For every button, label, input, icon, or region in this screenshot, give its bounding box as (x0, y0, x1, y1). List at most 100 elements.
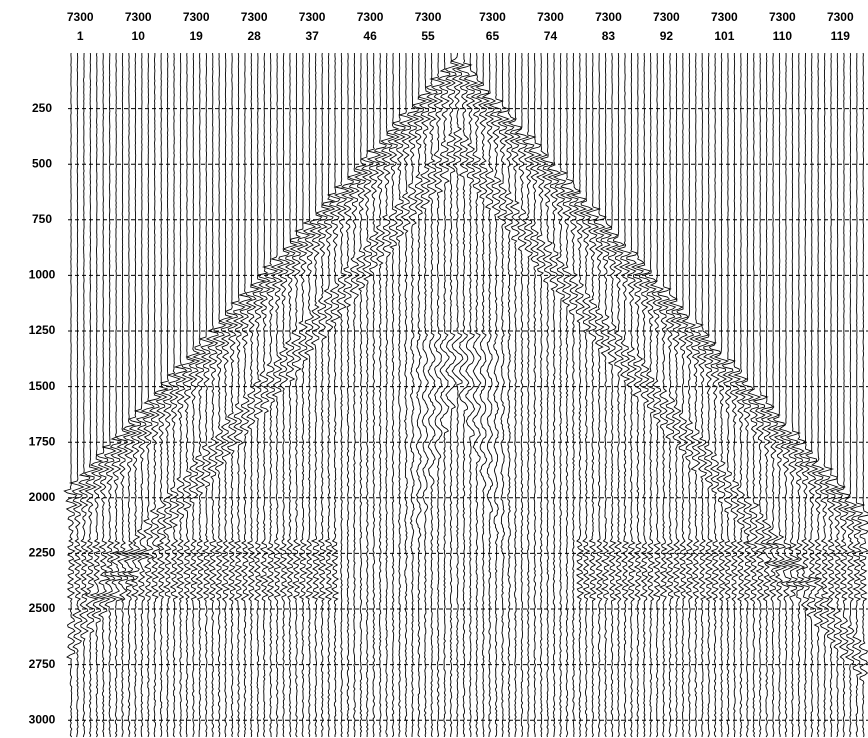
trace-wiggle (670, 53, 683, 737)
trace-wiggle (323, 53, 335, 737)
trace-wiggle (709, 53, 721, 737)
trace-wiggle (812, 53, 824, 737)
trace-wiggle (361, 53, 373, 737)
field-record-label: 7300 (537, 10, 564, 24)
trace-wiggle (278, 53, 289, 737)
trace-number-label: 83 (602, 29, 616, 43)
trace-wiggle (561, 53, 573, 737)
trace-wiggle (413, 53, 426, 737)
trace-wiggle (239, 53, 252, 737)
trace-number-label: 10 (132, 29, 146, 43)
y-tick-label: 2000 (29, 490, 56, 504)
trace-wiggle (645, 53, 656, 737)
trace-wiggle (567, 53, 580, 737)
field-record-label: 7300 (653, 10, 680, 24)
trace-wiggle (381, 53, 394, 737)
field-record-label: 7300 (67, 10, 94, 24)
trace-wiggle (735, 53, 747, 737)
y-tick-label: 2250 (29, 546, 56, 560)
trace-wiggle (226, 53, 237, 737)
trace-wiggle (761, 53, 773, 737)
trace-wiggle (207, 53, 218, 737)
trace-wiggle (310, 53, 322, 737)
trace-number-label: 74 (544, 29, 558, 43)
trace-wiggle (715, 53, 728, 737)
trace-wiggle (605, 53, 618, 737)
grid-layer (68, 109, 868, 721)
trace-wiggle (580, 53, 592, 737)
trace-wiggle (722, 53, 734, 737)
trace-wiggle (355, 53, 367, 737)
y-tick-label: 3000 (29, 712, 56, 726)
trace-number-label: 92 (660, 29, 674, 43)
trace-number-label: 46 (363, 29, 377, 43)
field-record-label: 7300 (415, 10, 442, 24)
trace-wiggle (129, 53, 142, 737)
trace-wiggle (476, 53, 488, 737)
trace-wiggle (729, 53, 740, 737)
trace-wiggle (594, 53, 606, 737)
trace-wiggle (773, 53, 786, 737)
field-record-label: 7300 (357, 10, 384, 24)
trace-wiggle (220, 53, 232, 737)
trace-wiggle (632, 53, 644, 737)
seismic-display: 7300173001073001973002873003773004673005… (0, 0, 868, 738)
y-tick-label: 500 (32, 156, 52, 170)
trace-wiggle (251, 53, 265, 737)
trace-wiggle (296, 53, 310, 737)
trace-number-label: 28 (247, 29, 261, 43)
trace-wiggle (457, 53, 471, 737)
trace-wiggle (587, 53, 600, 737)
trace-wiggle (600, 53, 611, 737)
field-record-label: 7300 (711, 10, 738, 24)
trace-wiggle (102, 53, 115, 737)
trace-wiggle (554, 53, 567, 737)
trace-wiggle (342, 53, 354, 737)
trace-wiggle (154, 53, 168, 737)
trace-wiggle (503, 53, 515, 737)
trace-wiggle (91, 53, 105, 737)
trace-wiggle (109, 53, 123, 737)
trace-wiggle (548, 53, 560, 737)
field-record-label: 7300 (299, 10, 326, 24)
trace-wiggle (141, 53, 154, 737)
trace-wiggle (283, 53, 296, 737)
trace-number-label: 101 (714, 29, 734, 43)
field-record-label: 7300 (595, 10, 622, 24)
trace-number-label: 55 (421, 29, 435, 43)
trace-wiggle (806, 53, 819, 737)
y-tick-label: 2500 (29, 601, 56, 615)
field-record-label: 7300 (827, 10, 854, 24)
y-tick-label: 250 (32, 101, 52, 115)
trace-wiggle (246, 53, 259, 737)
trace-wiggle (683, 53, 695, 737)
trace-wiggle (663, 53, 677, 737)
trace-wiggle (741, 53, 753, 737)
trace-layer (64, 53, 868, 737)
trace-wiggle (393, 53, 406, 737)
trace-wiggle (651, 53, 663, 737)
trace-wiggle (387, 53, 399, 737)
trace-wiggle (498, 53, 509, 737)
y-tick-label: 1000 (29, 268, 56, 282)
trace-wiggle (637, 53, 650, 737)
field-record-label: 7300 (769, 10, 796, 24)
trace-wiggle (335, 53, 348, 737)
trace-wiggle (690, 53, 702, 737)
trace-wiggle (168, 53, 180, 737)
trace-wiggle (258, 53, 269, 737)
trace-wiggle (785, 53, 800, 737)
trace-wiggle (200, 53, 213, 737)
trace-wiggle (445, 53, 458, 737)
trace-wiggle (148, 53, 160, 737)
trace-wiggle (232, 53, 245, 737)
trace-number-label: 37 (305, 29, 319, 43)
trace-wiggle (766, 53, 779, 737)
trace-wiggle (272, 53, 283, 737)
trace-wiggle (489, 53, 502, 737)
trace-wiggle (418, 53, 431, 737)
trace-wiggle (194, 53, 206, 737)
trace-wiggle (122, 53, 136, 737)
trace-wiggle (677, 53, 688, 737)
trace-wiggle (572, 53, 586, 737)
